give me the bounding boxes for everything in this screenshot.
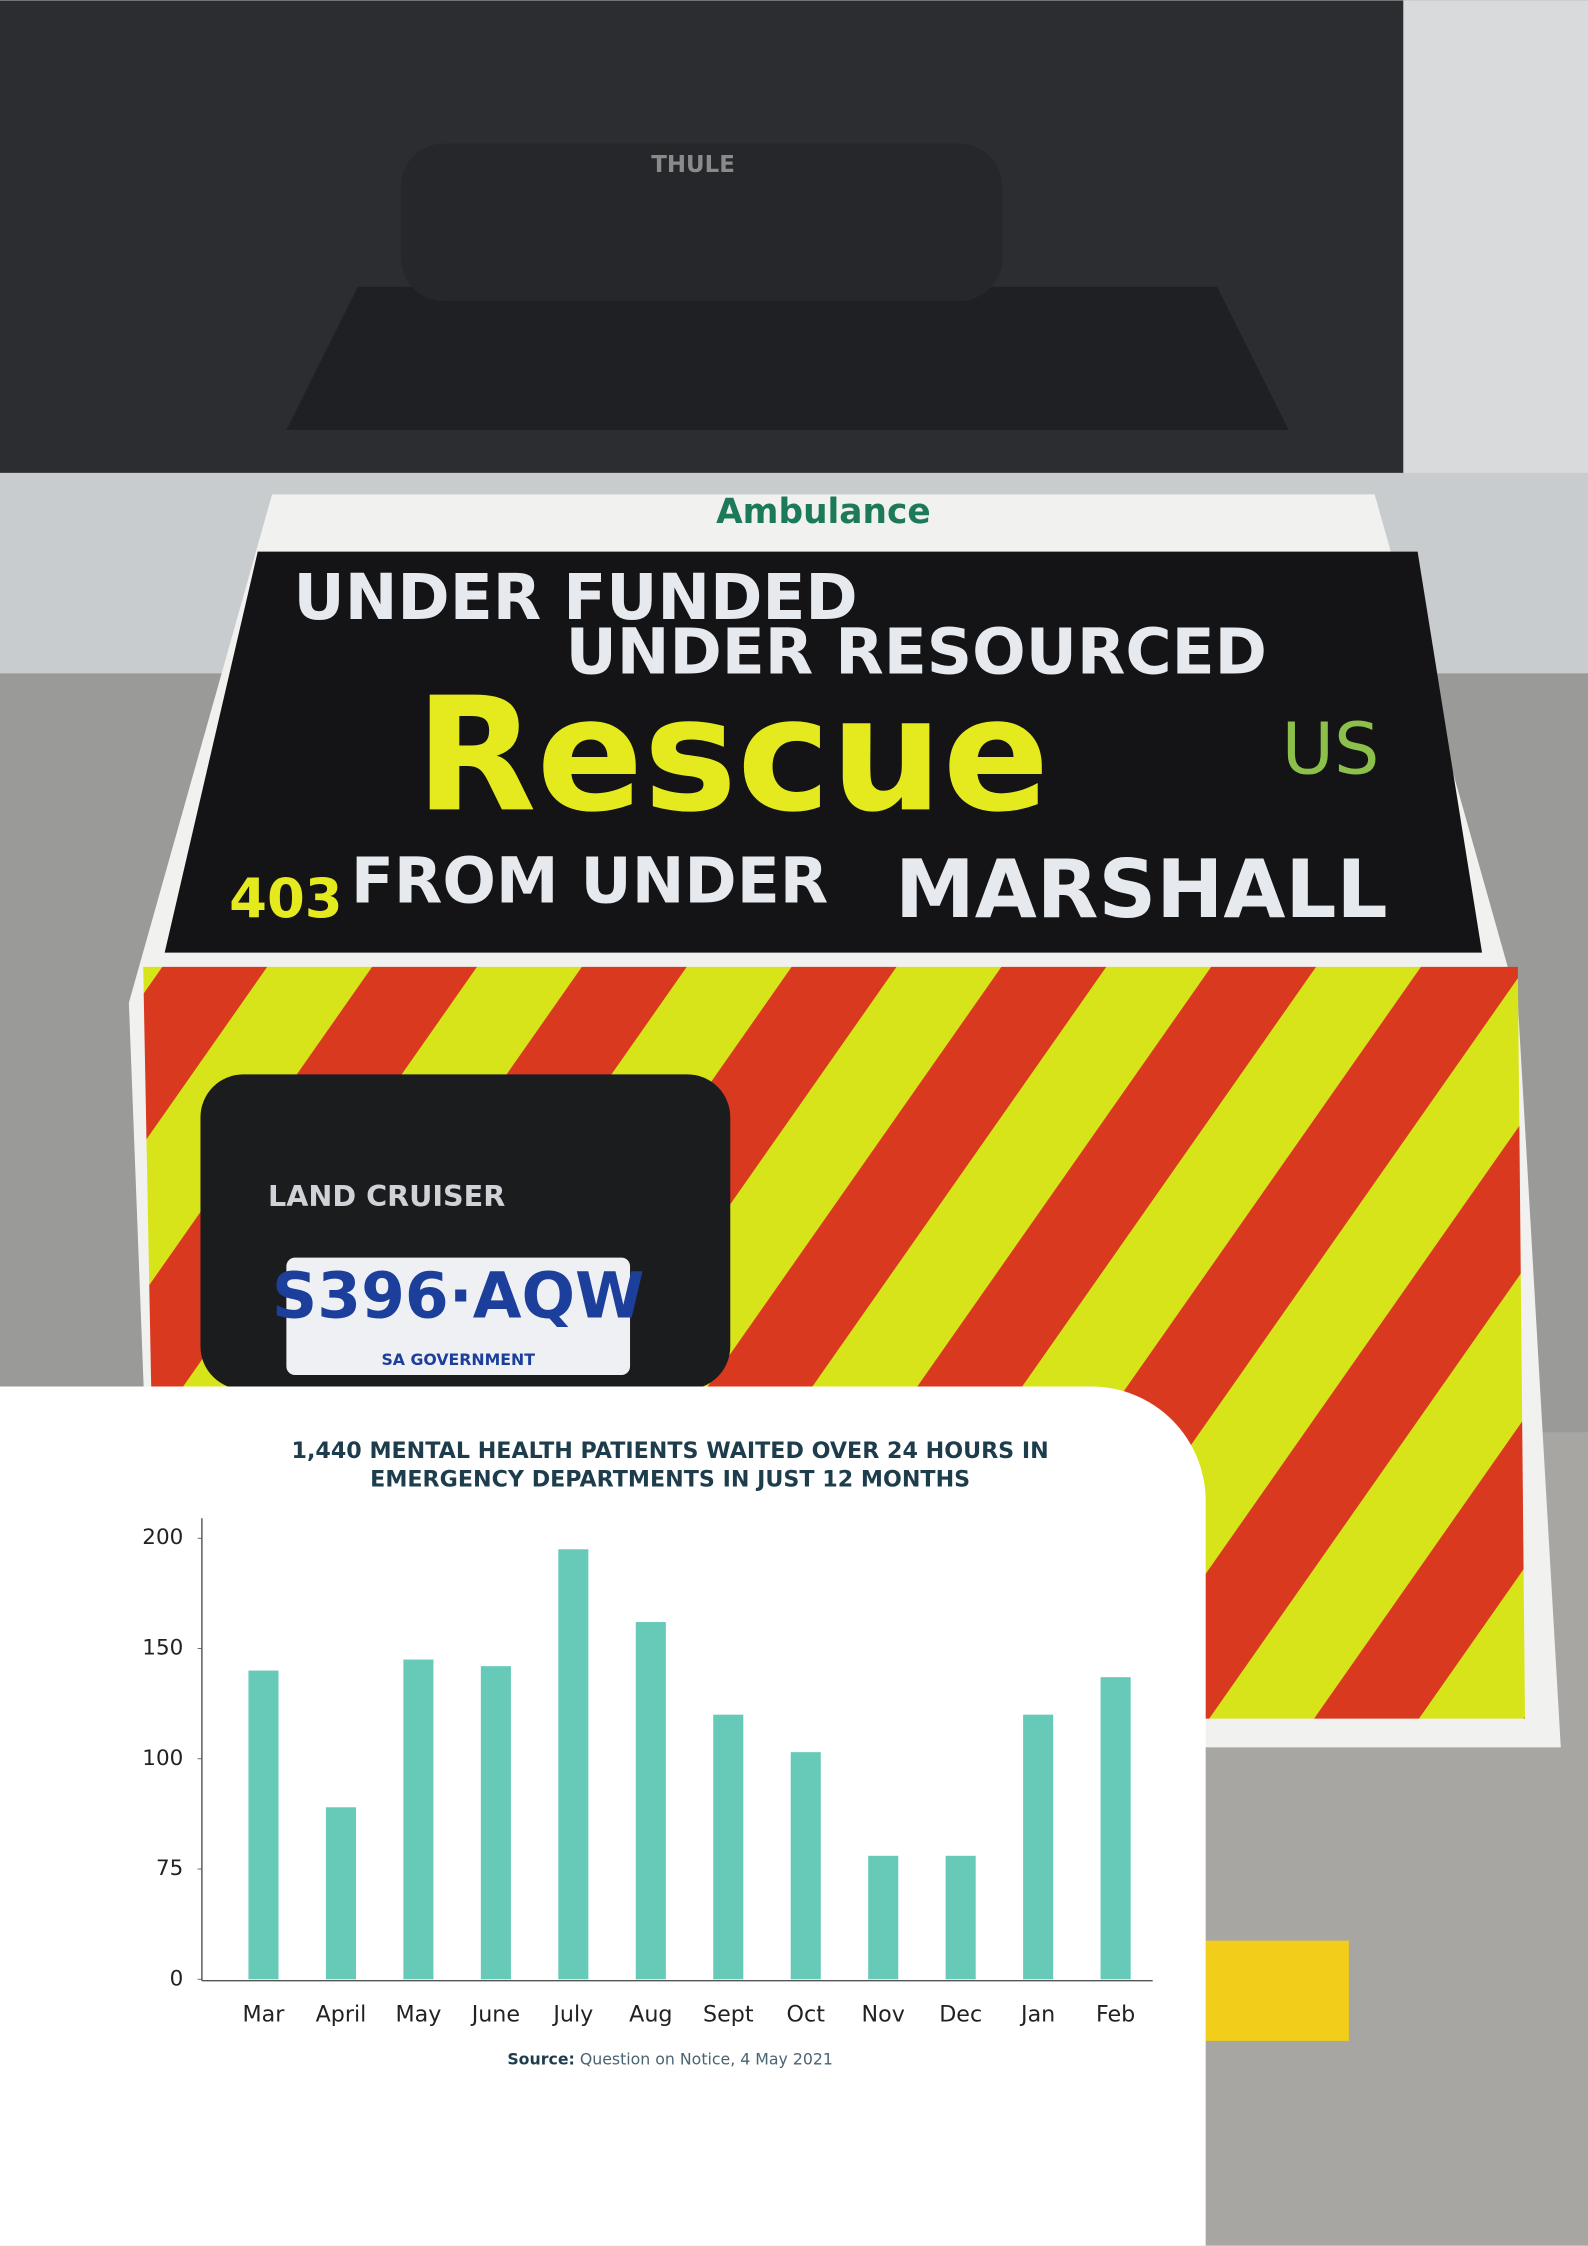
bar [945, 1855, 976, 1980]
source: Source: Question on Notice, 4 May 2021 [507, 2049, 833, 2068]
source-label: Source: [507, 2049, 574, 2068]
plate-text: S396·AQW [272, 1260, 645, 1333]
y-tick-label: 0 [170, 1966, 184, 1991]
bar [248, 1670, 279, 1980]
x-tick-label: April [316, 2002, 367, 2028]
bar [558, 1549, 589, 1980]
chart-panel [0, 1386, 1206, 2246]
bar [1023, 1714, 1054, 1980]
slogan: FROM UNDER [351, 844, 828, 917]
y-tick-label: 75 [156, 1856, 183, 1881]
x-tick-label: Aug [629, 2002, 672, 2028]
x-tick-label: Dec [939, 2002, 982, 2028]
x-tick-label: Feb [1096, 2002, 1135, 2028]
y-tick-label: 200 [142, 1525, 183, 1550]
plate-state: SA GOVERNMENT [381, 1350, 535, 1369]
x-tick-label: May [395, 2002, 441, 2028]
x-tick-label: July [551, 2002, 593, 2028]
roof-box-text: THULE [651, 152, 735, 178]
x-tick-label: June [470, 2002, 520, 2028]
slogan: US [1282, 708, 1380, 791]
bar [403, 1659, 434, 1980]
number: 403 [229, 866, 343, 930]
bar [635, 1622, 666, 1980]
x-tick-label: Oct [787, 2002, 826, 2028]
slogan: UNDER FUNDED [294, 561, 858, 634]
y-tick-label: 150 [142, 1636, 183, 1661]
bar [480, 1666, 511, 1980]
model-badge: LAND CRUISER [268, 1179, 505, 1213]
title-wrap: 1,440 MENTAL HEALTH PATIENTS WAITED OVER… [291, 1438, 1049, 1493]
bar [325, 1807, 356, 1980]
x-tick-label: Jan [1019, 2002, 1055, 2028]
slogan: UNDER RESOURCED [566, 615, 1267, 688]
source-text: Question on Notice, 4 May 2021 [580, 2049, 833, 2068]
bar [713, 1714, 744, 1980]
bar [1100, 1677, 1131, 1980]
ambulance-badge: Ambulance [716, 492, 931, 532]
x-tick-label: Mar [243, 2002, 286, 2028]
slogan: Rescue [415, 664, 1049, 847]
bar [790, 1752, 821, 1980]
x-tick-label: Nov [862, 2002, 905, 2028]
slogan: MARSHALL [895, 843, 1388, 936]
bar [868, 1855, 899, 1980]
x-tick-label: Sept [703, 2002, 754, 2028]
chart-title: 1,440 MENTAL HEALTH PATIENTS WAITED OVER… [291, 1438, 1049, 1493]
y-tick-label: 100 [142, 1746, 183, 1771]
